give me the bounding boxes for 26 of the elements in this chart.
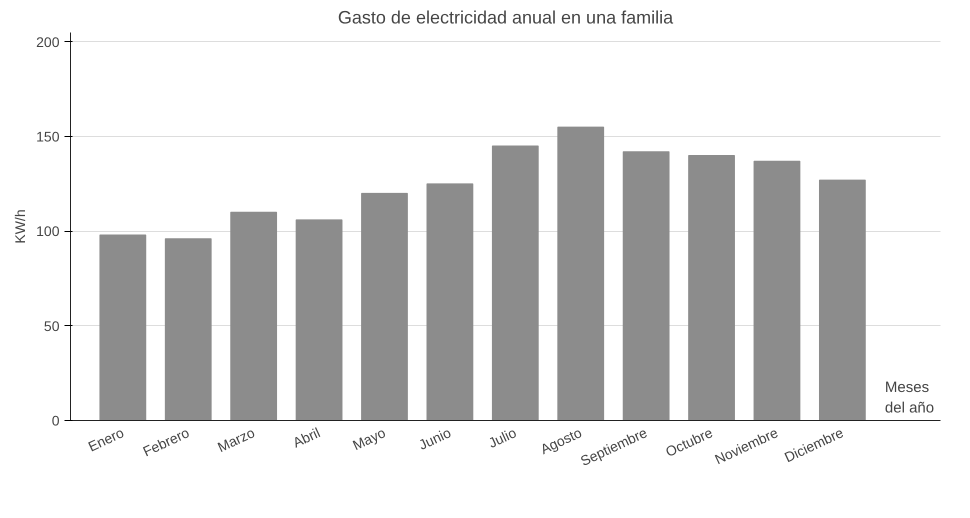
bar [99,234,146,420]
y-tick-label: 150 [36,128,60,145]
bar [818,180,866,420]
x-tick-label: Marzo [215,424,258,456]
x-tick-label: Mayo [350,424,388,454]
bar [622,151,670,420]
y-tick-label: 50 [44,318,60,334]
y-tick-label: 0 [52,412,60,428]
bar [557,126,604,420]
x-axis-title: Meses del año [884,379,934,416]
bar [361,192,408,420]
y-tick-label: 100 [36,223,60,240]
bar [230,212,278,420]
x-tick-label: Julio [486,424,519,451]
x-tick-label: Enero [86,424,126,455]
y-tick-label: 200 [36,34,60,50]
x-tick-label: Junio [416,424,454,453]
bar [296,219,342,420]
bar [164,238,212,420]
bar [426,183,474,420]
x-tick-label: Abril [290,424,322,451]
chart-title: Gasto de electricidad anual en una familia [338,8,674,28]
bar [754,160,800,420]
bar [688,155,735,420]
bar [492,146,539,420]
y-axis-title: KW/h [12,209,28,244]
